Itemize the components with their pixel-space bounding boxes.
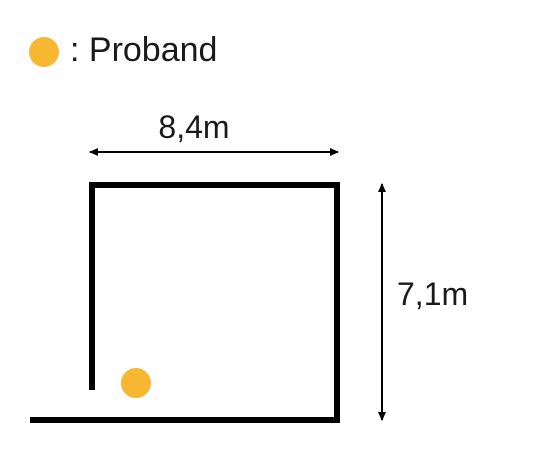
legend-label: : Proband	[70, 31, 217, 69]
legend-proband-marker	[29, 37, 59, 67]
room-wall	[30, 182, 340, 423]
height-dimension-label: 7,1m	[397, 276, 468, 312]
proband-marker	[121, 368, 151, 398]
width-dimension-label: 8,4m	[158, 109, 229, 145]
